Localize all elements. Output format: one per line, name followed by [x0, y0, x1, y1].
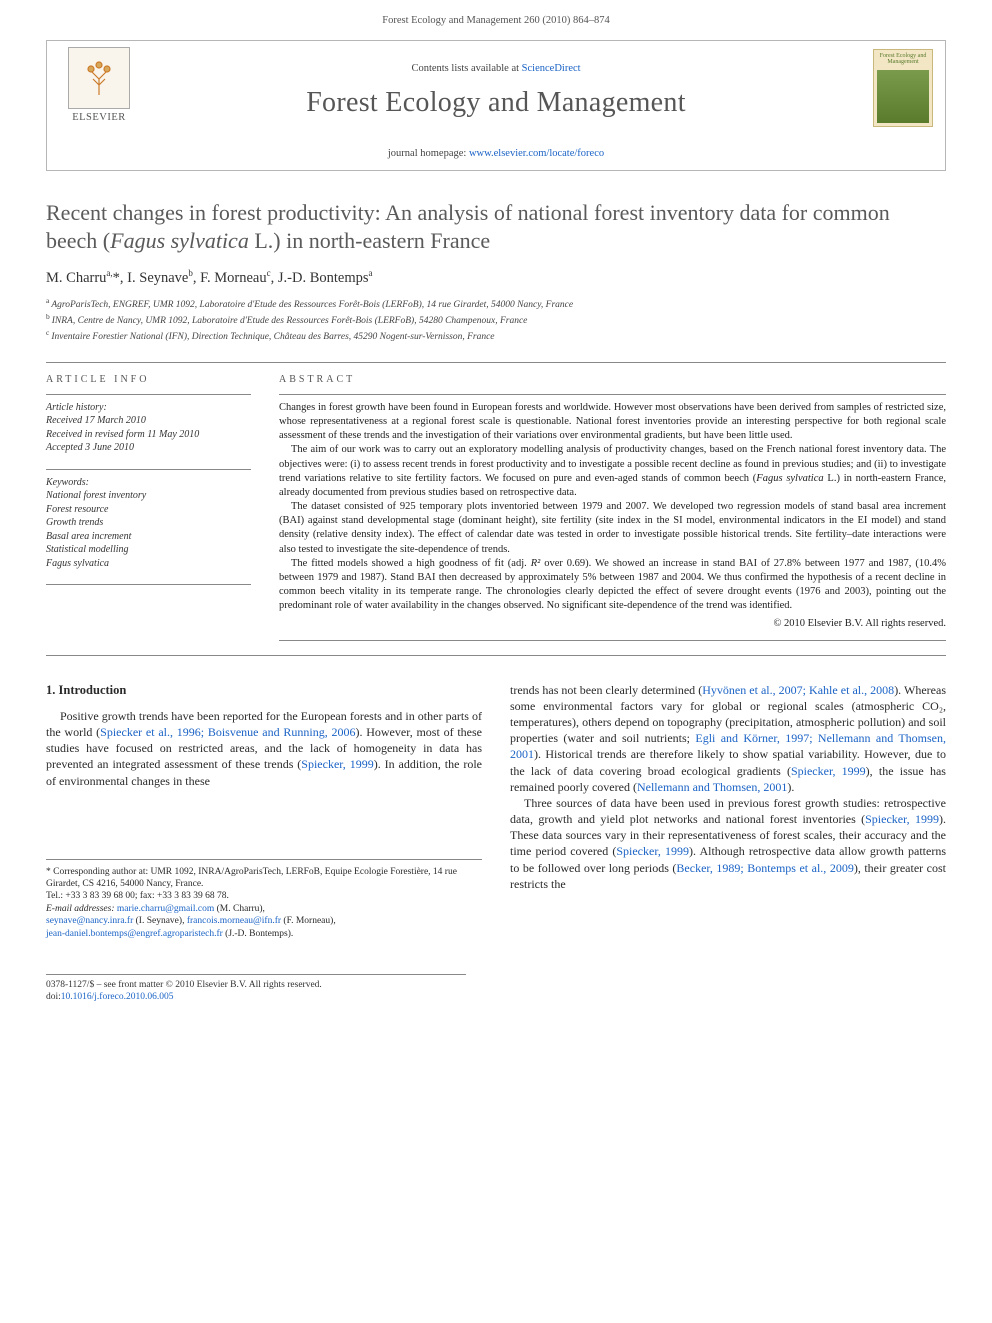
divider: [46, 394, 251, 395]
divider: [46, 655, 946, 656]
citation-link[interactable]: Becker, 1989; Bontemps et al., 2009: [676, 861, 853, 875]
affiliations: aAgroParisTech, ENGREF, UMR 1092, Labora…: [46, 296, 946, 344]
publisher-logo: ELSEVIER: [59, 41, 139, 131]
intro-paragraph: Three sources of data have been used in …: [510, 795, 946, 892]
affiliation-b: INRA, Centre de Nancy, UMR 1092, Laborat…: [52, 316, 528, 326]
divider: [46, 469, 251, 470]
journal-homepage-link[interactable]: www.elsevier.com/locate/foreco: [469, 148, 604, 159]
article-info-label: ARTICLE INFO: [46, 373, 251, 386]
abstract-r2: R²: [531, 558, 541, 569]
affiliation-c: Inventaire Forestier National (IFN), Dir…: [51, 332, 494, 342]
elsevier-tree-icon: [68, 47, 130, 109]
citation-link[interactable]: Hyvönen et al., 2007; Kahle et al., 2008: [702, 683, 894, 697]
intro-paragraph: Positive growth trends have been reporte…: [46, 708, 482, 789]
email-who: (J.-D. Bontemps).: [223, 929, 293, 939]
abstract-text: The fitted models showed a high goodness…: [291, 558, 531, 569]
intro-text: trends has not been clearly determined (: [510, 683, 702, 697]
contents-prefix: Contents lists available at: [411, 63, 521, 74]
footer-copyright: 0378-1127/$ – see front matter © 2010 El…: [46, 979, 946, 991]
citation-link[interactable]: Spiecker et al., 1996; Boisvenue and Run…: [100, 725, 355, 739]
abstract-paragraph: The fitted models showed a high goodness…: [279, 557, 946, 614]
abstract-paragraph: The aim of our work was to carry out an …: [279, 443, 946, 500]
keyword: Forest resource: [46, 503, 251, 517]
citation-link[interactable]: Spiecker, 1999: [616, 844, 689, 858]
doi-label: doi:: [46, 992, 61, 1002]
corresponding-author-block: * Corresponding author at: UMR 1092, INR…: [46, 859, 482, 940]
citation-link[interactable]: Spiecker, 1999: [301, 757, 373, 771]
journal-homepage-line: journal homepage: www.elsevier.com/locat…: [47, 137, 945, 171]
email-link[interactable]: seynave@nancy.inra.fr: [46, 916, 133, 926]
journal-masthead: ELSEVIER Contents lists available at Sci…: [46, 40, 946, 172]
email-who: (I. Seynave),: [133, 916, 187, 926]
keyword: Basal area increment: [46, 530, 251, 544]
page-footer: 0378-1127/$ – see front matter © 2010 El…: [0, 975, 992, 1024]
history-label: Article history:: [46, 401, 251, 415]
divider: [279, 394, 946, 395]
abstract-label: ABSTRACT: [279, 373, 946, 386]
abstract-paragraph: The dataset consisted of 925 temporary p…: [279, 500, 946, 557]
keyword: Fagus sylvatica: [46, 557, 251, 571]
email-who: (M. Charru),: [214, 904, 265, 914]
abstract-paragraph: Changes in forest growth have been found…: [279, 401, 946, 444]
section-heading: 1. Introduction: [46, 682, 482, 698]
intro-text: ).: [787, 780, 794, 794]
sciencedirect-link[interactable]: ScienceDirect: [522, 63, 581, 74]
intro-paragraph: trends has not been clearly determined (…: [510, 682, 946, 795]
contents-available: Contents lists available at ScienceDirec…: [159, 62, 833, 76]
corresponding-address: * Corresponding author at: UMR 1092, INR…: [46, 866, 482, 891]
doi-link[interactable]: 10.1016/j.foreco.2010.06.005: [61, 992, 174, 1002]
keyword: National forest inventory: [46, 489, 251, 503]
divider: [46, 584, 251, 585]
email-who: (F. Morneau),: [281, 916, 336, 926]
running-header: Forest Ecology and Management 260 (2010)…: [46, 14, 946, 28]
publisher-label: ELSEVIER: [72, 111, 126, 125]
journal-cover-thumbnail: Forest Ecology and Management: [873, 49, 933, 127]
citation-link[interactable]: Spiecker, 1999: [791, 764, 866, 778]
keyword: Growth trends: [46, 516, 251, 530]
article-title: Recent changes in forest productivity: A…: [46, 199, 946, 254]
keyword: Statistical modelling: [46, 543, 251, 557]
homepage-label: journal homepage:: [388, 148, 469, 159]
title-post: L.) in north-eastern France: [249, 228, 490, 253]
email-label: E-mail addresses:: [46, 904, 117, 914]
revised-date: Received in revised form 11 May 2010: [46, 428, 251, 442]
citation-link[interactable]: Nellemann and Thomsen, 2001: [637, 780, 787, 794]
author-list: M. Charrua,*, I. Seynaveb, F. Morneauc, …: [46, 268, 946, 288]
abstract-copyright: © 2010 Elsevier B.V. All rights reserved…: [279, 617, 946, 631]
journal-title: Forest Ecology and Management: [159, 85, 833, 121]
received-date: Received 17 March 2010: [46, 414, 251, 428]
corresponding-emails: E-mail addresses: marie.charru@gmail.com…: [46, 903, 482, 940]
cover-title: Forest Ecology and Management: [877, 53, 929, 66]
abstract-species: Fagus sylvatica: [756, 473, 823, 484]
email-link[interactable]: francois.morneau@ifn.fr: [187, 916, 281, 926]
affiliation-a: AgroParisTech, ENGREF, UMR 1092, Laborat…: [51, 300, 573, 310]
email-link[interactable]: marie.charru@gmail.com: [117, 904, 214, 914]
accepted-date: Accepted 3 June 2010: [46, 441, 251, 455]
email-link[interactable]: jean-daniel.bontemps@engref.agroparistec…: [46, 929, 223, 939]
citation-link[interactable]: Spiecker, 1999: [865, 812, 939, 826]
corresponding-tel: Tel.: +33 3 83 39 68 00; fax: +33 3 83 3…: [46, 890, 482, 902]
keywords-label: Keywords:: [46, 476, 251, 490]
divider: [279, 640, 946, 641]
title-species: Fagus sylvatica: [110, 228, 249, 253]
cover-image-icon: [877, 70, 929, 123]
